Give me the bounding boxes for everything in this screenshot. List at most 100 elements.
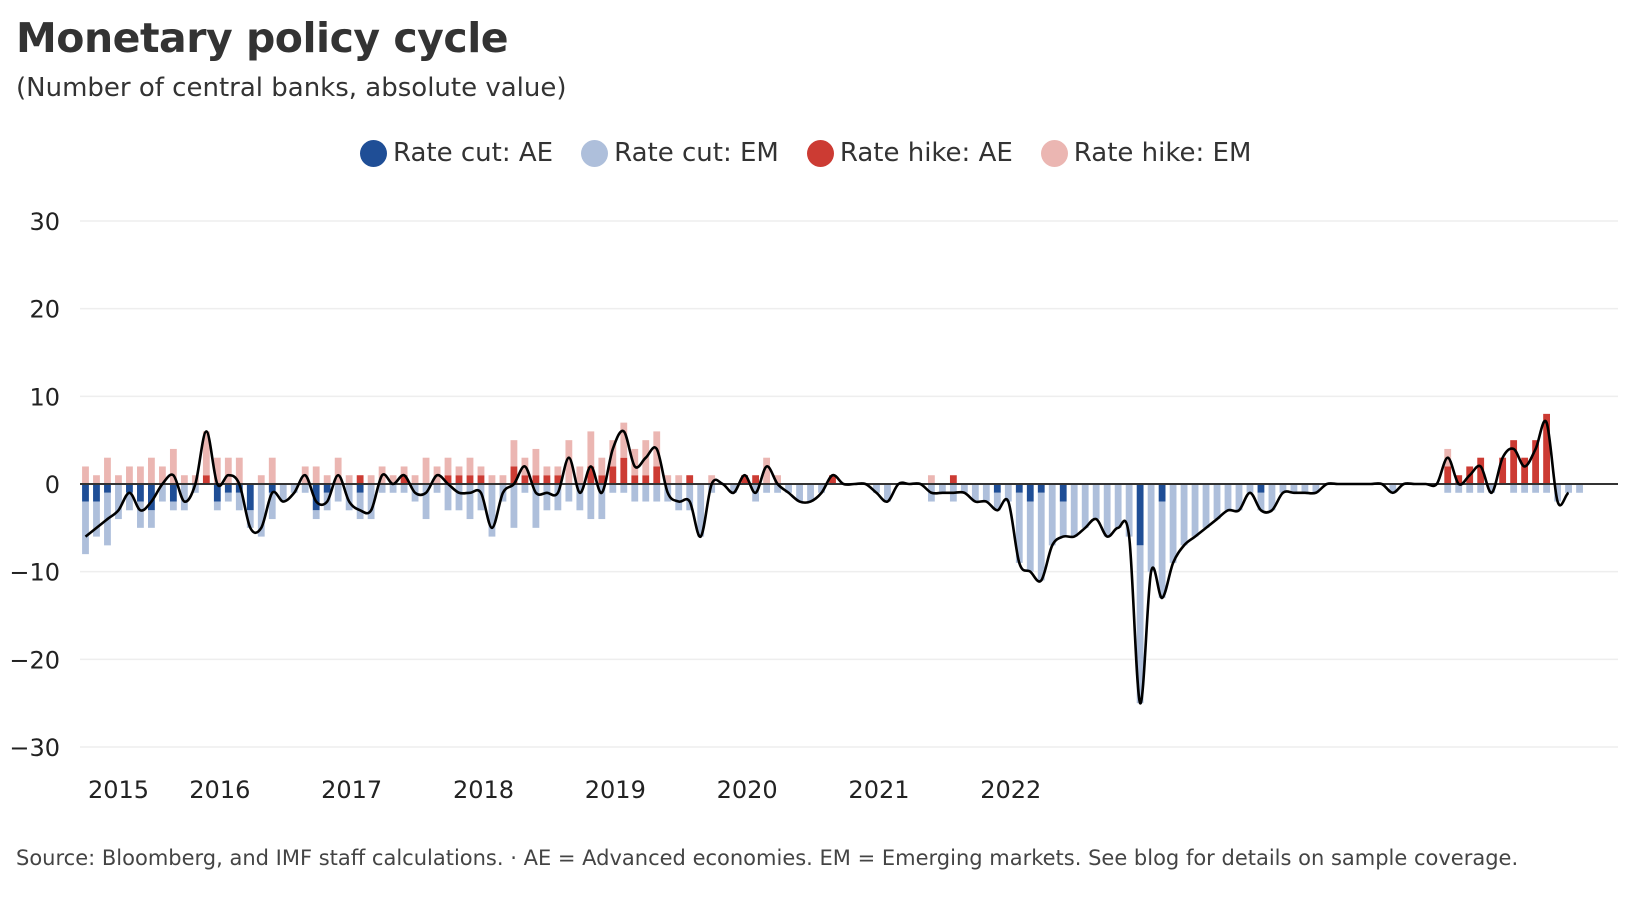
bar-rate-hike-ae [609,466,617,484]
bar-rate-cut-em [180,484,188,511]
chart-title: Monetary policy cycle [16,14,509,62]
bar-rate-cut-em [609,484,617,493]
bar-rate-hike-em [488,475,496,484]
bar-rate-hike-ae [543,475,551,484]
bar-rate-cut-em [1136,545,1144,704]
bar-rate-cut-ae [104,484,111,493]
bar-rate-hike-ae [1455,475,1463,484]
bar-rate-hike-em [169,448,177,484]
bar-rate-hike-ae [466,475,474,484]
y-tick-label: 10 [29,383,60,411]
bar-rate-cut-em [1213,484,1221,520]
bar-rate-hike-em [598,457,606,476]
bar-rate-cut-em [169,501,177,511]
bar-rate-cut-ae [1059,484,1067,502]
bar-rate-hike-ae [477,475,485,484]
bar-rate-hike-ae [686,475,694,484]
bar-rate-cut-em [1180,484,1188,546]
bar-rate-cut-em [433,484,441,493]
bar-rate-cut-em [1114,484,1122,528]
bar-rate-hike-em [565,440,573,484]
bar-rate-cut-em [884,484,891,502]
bar-rate-cut-em [224,492,232,502]
bar-rate-cut-em [1268,484,1276,511]
bar-rate-cut-em [631,484,639,502]
bar-rate-cut-em [565,484,573,502]
bar-rate-cut-ae [1257,484,1265,493]
bar-rate-hike-em [675,475,683,484]
x-tick-label: 2015 [88,776,149,804]
bar-rate-cut-em [1059,501,1067,537]
bar-rate-cut-em [763,484,771,493]
bar-rate-hike-em [137,466,144,484]
bar-rate-cut-em [774,484,781,493]
legend-swatch-rate-hike-ae [806,139,834,167]
bar-rate-cut-em [598,484,606,520]
y-tick-label: 0 [45,471,60,499]
bar-rate-cut-em [158,484,166,502]
bar-rate-cut-ae [1136,484,1144,546]
legend-swatch-rate-hike-em [1040,139,1068,167]
x-tick-label: 2020 [717,776,778,804]
bar-rate-hike-ae [741,475,749,484]
bar-rate-cut-em [521,484,529,493]
bar-rate-hike-em [708,475,716,484]
bar-rate-hike-ae [829,475,836,484]
bar-rate-cut-ae [148,484,155,511]
bar-rate-cut-em [993,492,1001,511]
bar-rate-cut-em [960,484,968,493]
bar-rate-hike-ae [356,475,364,484]
bar-rate-cut-em [389,484,397,493]
x-tick-label: 2021 [848,776,909,804]
bar-rate-cut-em [400,484,408,493]
bar-rate-cut-em [675,484,683,511]
bar-rate-hike-ae [455,475,463,484]
bar-rate-cut-em [1158,501,1166,598]
bar-rate-cut-em [246,510,254,528]
bar-rate-hike-em [532,448,540,476]
bar-rate-hike-ae [1543,413,1550,484]
legend-label-rate-hike-em: Rate hike: EM [1073,138,1252,168]
bar-rate-cut-em [93,501,100,537]
bar-rate-cut-em [1389,484,1397,493]
bar-rate-hike-em [455,466,463,476]
bar-rate-cut-em [1488,484,1496,493]
bar-rate-cut-em [301,484,309,493]
bar-rate-hike-em [202,431,210,476]
bar-rate-cut-em [785,484,792,493]
bar-rate-hike-em [554,466,562,476]
bar-rate-cut-em [148,510,155,528]
legend-swatch-rate-cut-em [581,139,609,167]
bar-rate-hike-ae [1510,440,1518,484]
bar-rate-cut-em [213,501,221,511]
bar-rate-hike-ae [752,475,760,484]
legend-item-rate-cut-em: Rate cut: EM [581,138,779,168]
bar-rate-hike-ae [400,475,408,484]
bar-rate-cut-em [1521,484,1529,493]
bar-rate-cut-em [796,484,803,502]
bar-rate-hike-ae [444,475,452,484]
bar-rate-hike-em [631,448,639,476]
bar-rate-cut-em [1048,484,1056,546]
bar-rate-hike-em [422,457,430,484]
y-tick-label: −10 [9,559,60,587]
bar-rate-cut-em [1543,484,1550,493]
bar-rate-cut-em [1312,484,1320,493]
bar-rate-cut-em [345,484,353,511]
bar-rate-cut-em [1169,484,1177,563]
bar-rate-hike-ae [653,466,661,484]
bar-rate-cut-em [1070,484,1078,537]
bar-rate-hike-ae [532,475,540,484]
bar-rate-cut-em [543,484,551,511]
bar-rate-cut-ae [213,484,221,502]
bar-rate-cut-ae [268,484,276,493]
bar-rate-hike-em [82,466,89,484]
bar-rate-hike-ae [1444,466,1452,484]
bar-rate-hike-em [104,457,111,484]
bar-rate-cut-em [1554,484,1561,502]
bar-rate-hike-em [158,466,166,484]
y-tick-label: 20 [29,296,60,324]
bar-rate-cut-ae [126,484,133,493]
net-line [84,419,1570,705]
legend-item-rate-hike-ae: Rate hike: AE [806,138,1013,168]
